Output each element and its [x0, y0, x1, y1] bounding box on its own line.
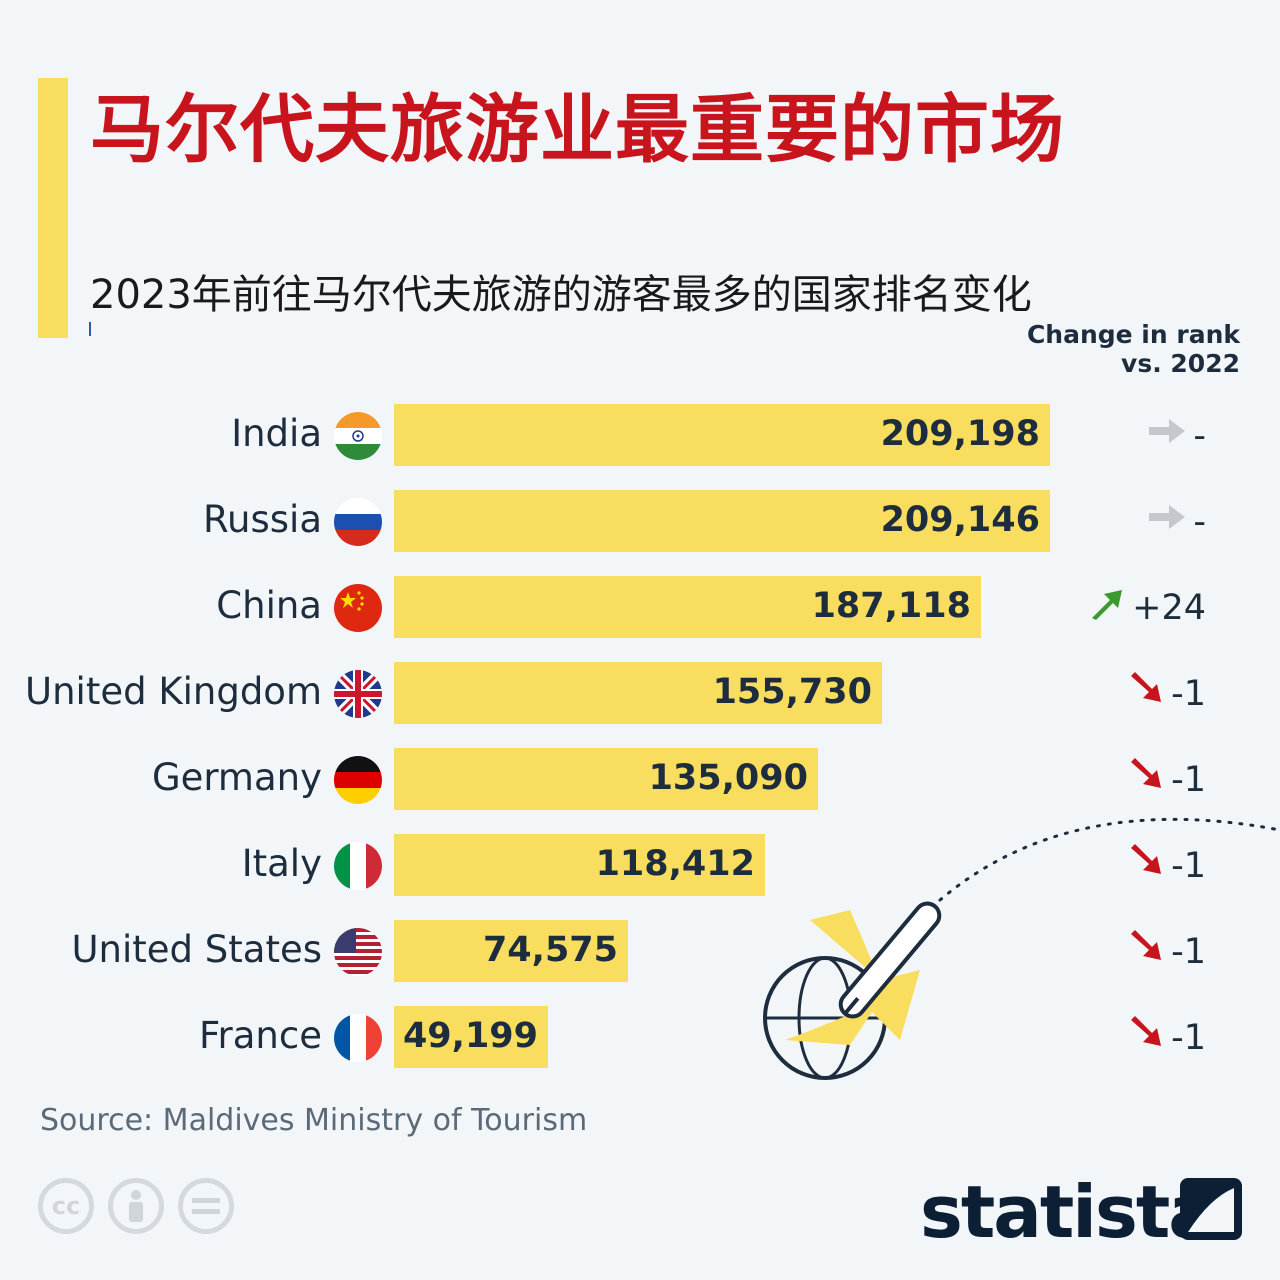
- data-label: 135,090: [648, 758, 808, 798]
- data-label: 155,730: [712, 672, 872, 712]
- rank-change: +24: [1086, 586, 1206, 629]
- bar: 209,146: [394, 490, 1050, 552]
- rank-change-value: -: [1193, 501, 1206, 542]
- rank-change: -1: [1125, 930, 1206, 973]
- russia-flag-icon: [334, 498, 382, 546]
- arrow-down-icon: [1125, 930, 1165, 973]
- rank-change: -1: [1125, 672, 1206, 715]
- arrow-down-icon: [1125, 844, 1165, 887]
- rank-change: -1: [1125, 1016, 1206, 1059]
- bar-row: Italy 118,412 -1: [0, 834, 1280, 898]
- category-label: Italy: [241, 842, 322, 885]
- france-flag-icon: [334, 1014, 382, 1062]
- bar: 155,730: [394, 662, 882, 724]
- creative-commons-icon: cc: [38, 1178, 94, 1234]
- no-derivatives-icon: [178, 1178, 234, 1234]
- bar: 187,118: [394, 576, 981, 638]
- subtitle-tick: [89, 322, 91, 336]
- change-header-line1: Change in rank: [1026, 320, 1240, 349]
- india-flag-icon: [334, 412, 382, 460]
- data-label: 49,199: [402, 1016, 538, 1056]
- rank-change: -: [1147, 414, 1206, 457]
- bar: 74,575: [394, 920, 628, 982]
- arrow-down-icon: [1125, 672, 1165, 715]
- bar: 135,090: [394, 748, 818, 810]
- germany-flag-icon: [334, 756, 382, 804]
- rank-change-value: -1: [1171, 759, 1206, 800]
- rank-change-value: -1: [1171, 1017, 1206, 1058]
- change-header-line2: vs. 2022: [1121, 349, 1240, 378]
- china-flag-icon: [334, 584, 382, 632]
- bar: 209,198: [394, 404, 1050, 466]
- bar: 49,199: [394, 1006, 548, 1068]
- category-label: Russia: [202, 498, 322, 541]
- bar-row: France 49,199 -1: [0, 1006, 1280, 1070]
- category-label: Germany: [151, 756, 322, 799]
- rank-change-value: -1: [1171, 845, 1206, 886]
- category-label: France: [198, 1014, 322, 1057]
- arrow-down-icon: [1125, 1016, 1165, 1059]
- data-label: 187,118: [811, 586, 971, 626]
- arrow-up-icon: [1086, 586, 1126, 629]
- uk-flag-icon: [334, 670, 382, 718]
- bar-row: United States 74,575 -1: [0, 920, 1280, 984]
- data-label: 209,146: [880, 500, 1040, 540]
- usa-flag-icon: [334, 928, 382, 976]
- statista-logo-mark-icon: [1180, 1178, 1242, 1240]
- bar-row: Russia 209,146 -: [0, 490, 1280, 554]
- italy-flag-icon: [334, 842, 382, 890]
- chart-title: 马尔代夫旅游业最重要的市场: [90, 87, 1065, 173]
- bar-row: China 187,118 +24: [0, 576, 1280, 640]
- arrow-right-icon: [1147, 500, 1187, 543]
- attribution-icon: [108, 1178, 164, 1234]
- change-header: Change in rank vs. 2022: [1027, 320, 1240, 378]
- arrow-right-icon: [1147, 414, 1187, 457]
- category-label: United Kingdom: [25, 670, 322, 713]
- airplane-globe-illustration: [763, 817, 1280, 1080]
- bar-row: United Kingdom 155,730 -1: [0, 662, 1280, 726]
- category-label: China: [216, 584, 322, 627]
- rank-change-value: -1: [1171, 673, 1206, 714]
- source-note: Source: Maldives Ministry of Tourism: [40, 1103, 588, 1138]
- rank-change-value: -: [1193, 415, 1206, 456]
- license-icons: cc: [38, 1178, 234, 1234]
- rank-change: -: [1147, 500, 1206, 543]
- bar-row: Germany 135,090 -1: [0, 748, 1280, 812]
- bar-row: India 209,198 -: [0, 404, 1280, 468]
- data-label: 74,575: [482, 930, 618, 970]
- rank-change: -1: [1125, 844, 1206, 887]
- arrow-down-icon: [1125, 758, 1165, 801]
- chart-subtitle: 2023年前往马尔代夫旅游的游客最多的国家排名变化: [90, 272, 1032, 318]
- data-label: 118,412: [595, 844, 755, 884]
- accent-bar: [38, 78, 68, 338]
- rank-change: -1: [1125, 758, 1206, 801]
- rank-change-value: +24: [1132, 587, 1206, 628]
- category-label: United States: [71, 928, 322, 971]
- rank-change-value: -1: [1171, 931, 1206, 972]
- bar: 118,412: [394, 834, 765, 896]
- data-label: 209,198: [880, 414, 1040, 454]
- statista-logo: statista: [920, 1170, 1217, 1254]
- category-label: India: [231, 412, 322, 455]
